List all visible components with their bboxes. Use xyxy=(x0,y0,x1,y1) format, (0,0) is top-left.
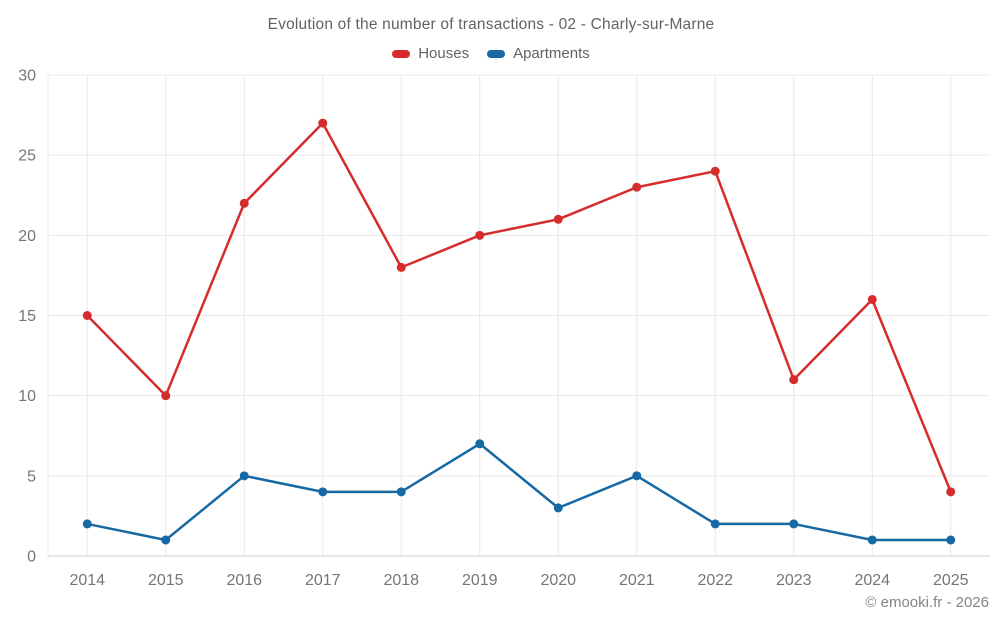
y-axis-tick-label: 20 xyxy=(18,228,36,245)
data-point-houses xyxy=(82,311,92,320)
data-point-apartments xyxy=(946,535,956,545)
x-axis-tick-label: 2015 xyxy=(148,572,184,589)
data-point-apartments xyxy=(239,471,249,481)
series-line-apartments xyxy=(86,442,952,542)
x-axis-tick-label: 2023 xyxy=(776,572,812,589)
chart-legend: Houses Apartments xyxy=(0,45,982,62)
data-point-apartments xyxy=(82,519,92,529)
legend-label: Apartments xyxy=(513,45,590,62)
data-point-apartments xyxy=(475,439,485,449)
data-point-houses xyxy=(396,262,406,272)
x-axis-tick-label: 2014 xyxy=(69,572,105,589)
x-axis-tick-label: 2016 xyxy=(226,572,262,589)
data-point-houses xyxy=(239,198,249,208)
data-point-apartments xyxy=(867,535,877,545)
x-axis-tick-label: 2022 xyxy=(697,572,733,589)
y-axis-tick-label: 30 xyxy=(18,68,36,85)
legend-item-houses[interactable]: Houses xyxy=(392,45,469,62)
y-axis-tick-label: 10 xyxy=(18,388,36,405)
x-axis-tick-label: 2024 xyxy=(854,572,890,589)
copyright-text: © emooki.fr - 2026 xyxy=(865,594,989,611)
y-axis-tick-label: 15 xyxy=(18,308,36,325)
data-point-apartments xyxy=(710,519,720,529)
data-point-houses xyxy=(632,182,642,192)
x-axis-tick-label: 2017 xyxy=(305,572,341,589)
data-point-apartments xyxy=(396,487,406,497)
data-point-houses xyxy=(318,118,328,128)
data-point-apartments xyxy=(789,519,799,529)
data-point-apartments xyxy=(632,471,642,481)
data-point-houses xyxy=(710,166,720,176)
data-point-houses xyxy=(789,375,799,385)
legend-item-apartments[interactable]: Apartments xyxy=(487,45,590,62)
x-axis-tick-label: 2018 xyxy=(383,572,419,589)
x-axis-tick-label: 2025 xyxy=(933,572,969,589)
legend-swatch-icon xyxy=(392,49,411,58)
y-axis-tick-label: 5 xyxy=(27,468,36,485)
data-point-apartments xyxy=(318,487,328,497)
y-axis-tick-label: 0 xyxy=(27,549,36,566)
series-line-houses xyxy=(86,121,952,494)
data-point-houses xyxy=(553,214,563,224)
x-axis-tick-label: 2020 xyxy=(540,572,576,589)
y-axis-tick-label: 25 xyxy=(18,148,36,165)
legend-swatch-icon xyxy=(487,49,506,58)
data-point-apartments xyxy=(161,535,171,545)
chart-title: Evolution of the number of transactions … xyxy=(267,16,715,33)
data-point-houses xyxy=(946,487,956,497)
data-point-houses xyxy=(475,230,485,240)
data-point-apartments xyxy=(553,503,563,513)
x-axis-tick-label: 2019 xyxy=(462,572,498,589)
x-axis-tick-label: 2021 xyxy=(619,572,655,589)
legend-label: Houses xyxy=(418,45,470,62)
data-point-houses xyxy=(161,391,171,401)
data-point-houses xyxy=(867,294,877,304)
